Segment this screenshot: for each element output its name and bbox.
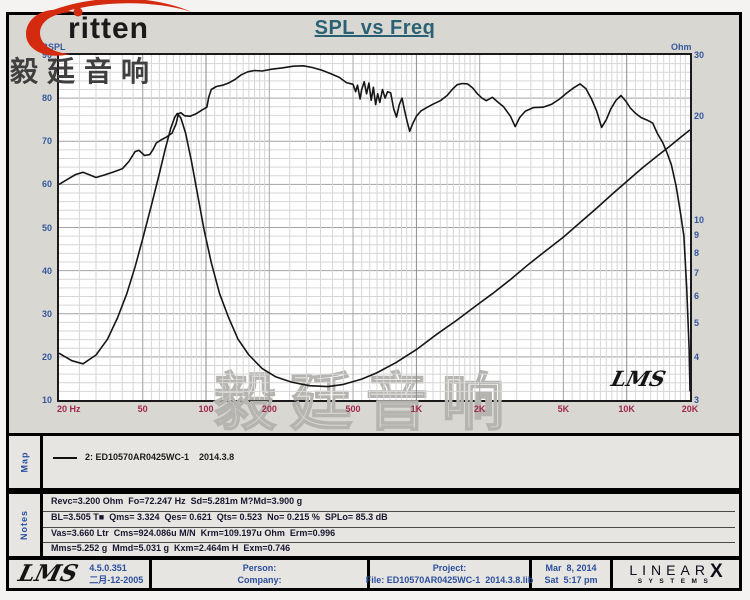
x-tick-label: 20K: [681, 404, 699, 414]
y-right-tick-label: 20: [694, 111, 705, 121]
y-right-tick-label: 9: [694, 230, 700, 240]
spl-curve: [59, 65, 690, 392]
y-left-tick-label: 30: [41, 309, 52, 319]
x-tick-label: 50: [137, 404, 148, 414]
right-axis-label: Ohm: [671, 42, 692, 52]
y-left-tick-label: 70: [41, 136, 52, 146]
y-left-tick-label: 40: [41, 266, 52, 276]
map-legend: 2: ED10570AR0425WC-1 2014.3.8: [53, 452, 234, 462]
y-right-tick-label: 5: [694, 318, 700, 328]
y-left-tick-label: 60: [41, 179, 52, 189]
y-right-tick-label: 4: [694, 352, 700, 362]
note-line: Revc=3.200 Ohm Fo=72.247 Hz Sd=5.281m M?…: [43, 496, 735, 512]
y-right-tick-label: 30: [694, 50, 705, 60]
notes-lines: Revc=3.200 Ohm Fo=72.247 Hz Sd=5.281m M?…: [43, 496, 735, 560]
x-tick-label: 2K: [473, 404, 486, 414]
linearx-logo: LINEARX SYSTEMS: [613, 560, 739, 588]
watermark-solid: 毅廷音响: [10, 56, 159, 87]
footer-bar: LMS 4.5.0.351 二月-12-2005 Person: Company…: [6, 557, 742, 591]
map-panel-label: Map: [19, 451, 30, 473]
y-right-tick-label: 10: [694, 215, 705, 225]
legend-line-sample: [53, 456, 77, 459]
file-label: File: ED10570AR0425WC-1 2014.3.8.lib: [365, 575, 534, 585]
app-version: 4.5.0.351: [89, 563, 127, 573]
person-label: Person:: [242, 563, 277, 573]
project-label: Project:: [432, 563, 467, 573]
lms-signature-footer: LMS: [15, 560, 81, 587]
linearx-brand-text: LINEAR: [629, 561, 710, 578]
footer-version-cell: LMS 4.5.0.351 二月-12-2005: [9, 560, 152, 588]
y-left-tick-label: 80: [41, 93, 52, 103]
footer-project-cell: Project: File: ED10570AR0425WC-1 2014.3.…: [366, 560, 533, 588]
x-tick-label: 200: [261, 404, 277, 414]
notes-panel-label-cell: Notes: [9, 494, 43, 556]
footer-datetime-cell: Mar 8, 2014 Sat 5:17 pm: [532, 560, 613, 588]
legend-text: 2: ED10570AR0425WC-1 2014.3.8: [85, 452, 235, 462]
note-line: BL=3.505 T■ Qms= 3.324 Qes= 0.621 Qts= 0…: [43, 512, 735, 528]
y-right-tick-label: 7: [694, 268, 700, 278]
y-left-tick-label: 10: [41, 395, 52, 405]
map-panel: Map 2: ED10570AR0425WC-1 2014.3.8: [6, 433, 742, 491]
linearx-brand-x: X: [709, 560, 723, 582]
map-panel-label-cell: Map: [9, 436, 43, 488]
logo-swoosh-icon: [26, 0, 192, 56]
y-left-tick-label: 90: [41, 50, 52, 60]
left-axis-label: dBSPL: [36, 42, 66, 52]
y-right-tick-label: 6: [694, 291, 700, 301]
lms-signature-chart: LMS: [608, 366, 669, 391]
x-tick-label: 10K: [618, 404, 635, 414]
footer-person-cell: Person: Company:: [152, 560, 370, 588]
chart-canvas: [59, 55, 690, 400]
brand-logo: ritten: [14, 0, 204, 58]
x-tick-label: 500: [345, 404, 361, 414]
report-time: Sat 5:17 pm: [544, 575, 598, 585]
y-left-tick-label: 20: [41, 352, 52, 362]
y-right-tick-label: 3: [694, 395, 700, 405]
app-version-date: 二月-12-2005: [89, 575, 144, 585]
y-left-tick-label: 50: [41, 223, 52, 233]
company-label: Company:: [237, 575, 282, 585]
page-title: SPL vs Freq: [314, 17, 436, 39]
report-date: Mar 8, 2014: [545, 563, 597, 573]
logo-text: ritten: [68, 12, 149, 45]
notes-panel: Notes Revc=3.200 Ohm Fo=72.247 Hz Sd=5.2…: [6, 491, 742, 560]
y-right-tick-label: 8: [694, 248, 700, 258]
x-tick-label: 5K: [557, 404, 570, 414]
linearx-systems-text: SYSTEMS: [637, 577, 715, 585]
note-line: Vas=3.660 Ltr Cms=924.086u M/N Krm=109.1…: [43, 528, 735, 544]
x-tick-label: 100: [198, 404, 214, 414]
impedance-curve: [59, 112, 690, 388]
x-tick-label: 20 Hz: [57, 404, 81, 414]
x-tick-label: 1K: [410, 404, 423, 414]
notes-panel-label: Notes: [19, 509, 30, 541]
